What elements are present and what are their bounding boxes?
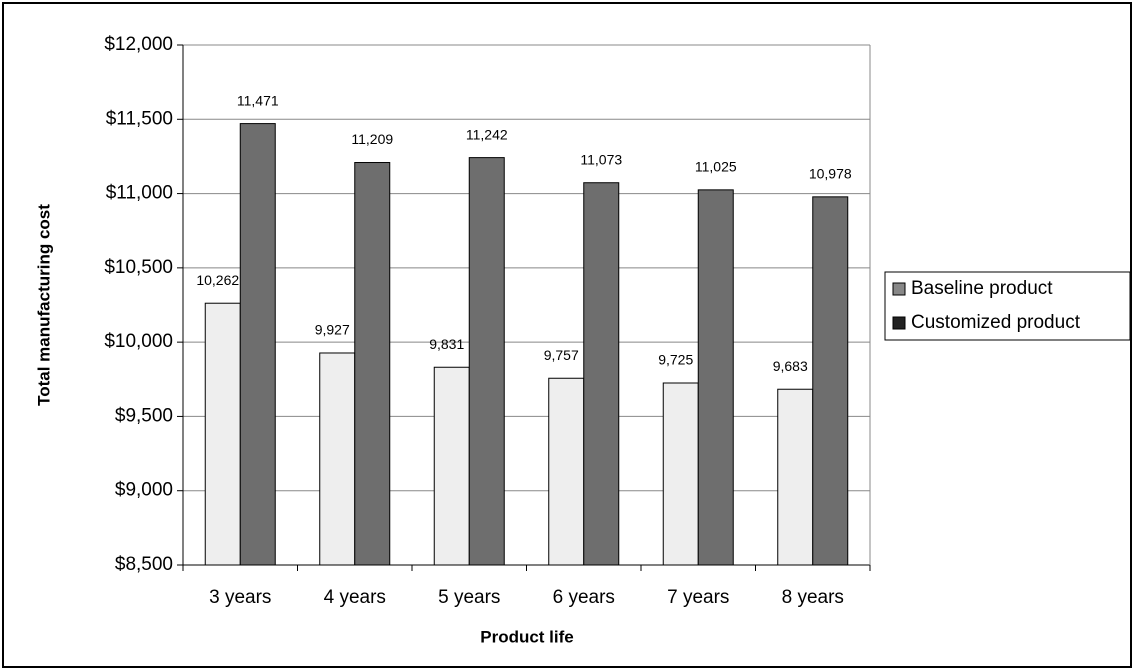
- bar: [354, 162, 391, 566]
- value-label: 10,262: [196, 272, 239, 288]
- bar: [204, 302, 241, 566]
- value-label: 9,831: [429, 336, 464, 352]
- value-label: 11,471: [237, 92, 279, 108]
- bar: [697, 189, 734, 566]
- plot-area: [183, 45, 870, 565]
- legend-box: [884, 271, 1131, 341]
- x-axis-label: Product life: [480, 627, 574, 646]
- bar: [468, 157, 505, 566]
- bar: [319, 352, 356, 566]
- y-tick-label: $10,000: [104, 331, 173, 352]
- bar: [662, 382, 699, 566]
- legend-swatch: [892, 316, 906, 330]
- value-label: 9,927: [315, 322, 350, 338]
- x-tick-label: 7 years: [667, 587, 729, 608]
- y-tick-label: $9,000: [115, 480, 173, 501]
- x-tick-label: 8 years: [782, 587, 844, 608]
- value-label: 11,242: [466, 126, 508, 142]
- y-tick-label: $9,500: [115, 405, 173, 426]
- value-label: 9,757: [544, 347, 579, 363]
- y-tick-label: $8,500: [115, 554, 173, 575]
- bar: [777, 388, 814, 566]
- bar: [239, 123, 276, 566]
- bar: [548, 377, 585, 566]
- x-tick-label: 6 years: [553, 587, 615, 608]
- y-tick-label: $11,500: [106, 108, 173, 129]
- value-label: 9,683: [773, 358, 808, 374]
- legend-label: Baseline product: [911, 278, 1053, 299]
- x-tick-label: 4 years: [324, 587, 386, 608]
- value-label: 11,073: [580, 151, 622, 167]
- value-label: 11,209: [351, 131, 393, 147]
- bar: [583, 182, 620, 566]
- value-label: 10,978: [809, 166, 852, 182]
- y-axis-label: Total manufacturing cost: [34, 204, 53, 406]
- value-label: 11,025: [695, 159, 737, 175]
- legend-swatch: [892, 282, 906, 296]
- y-tick-label: $10,500: [104, 257, 173, 278]
- legend-label: Customized product: [911, 312, 1081, 333]
- bar: [433, 366, 470, 566]
- x-tick-label: 3 years: [209, 587, 271, 608]
- x-tick-label: 5 years: [438, 587, 500, 608]
- y-tick-label: $11,000: [106, 183, 173, 204]
- value-label: 9,725: [658, 352, 693, 368]
- bar: [812, 196, 849, 566]
- y-tick-label: $12,000: [104, 34, 173, 55]
